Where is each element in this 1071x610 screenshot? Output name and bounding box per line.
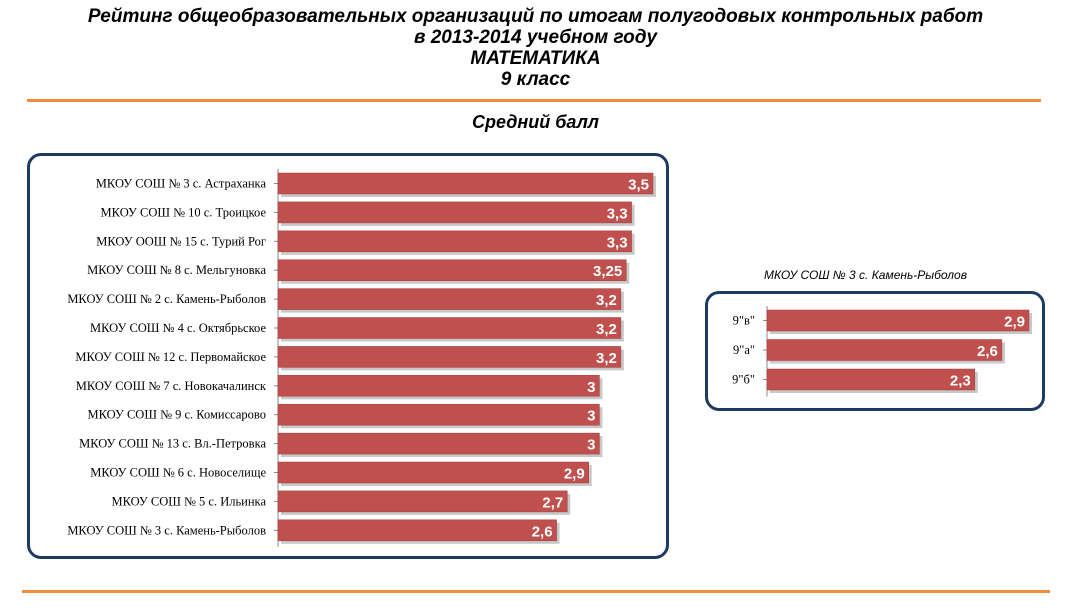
title-line-1: Рейтинг общеобразовательных организаций … xyxy=(87,6,984,27)
bar-row: МКОУ СОШ № 3 с. Астраханка 3,5 xyxy=(96,172,656,197)
bar-row: МКОУ СОШ № 6 с. Новоселище 2,9 xyxy=(90,461,592,486)
category-label: МКОУ СОШ № 3 с. Камень-Рыболов xyxy=(67,523,266,537)
main-chart-panel: МКОУ СОШ № 3 с. Астраханка 3,5 МКОУ СОШ № … xyxy=(27,153,669,559)
category-label: МКОУ СОШ № 9 с. Комиссарово xyxy=(88,408,266,422)
chart-subtitle: Средний балл xyxy=(472,112,599,132)
bar xyxy=(277,375,600,397)
bar-row: МКОУ СОШ № 7 с. Новокачалинск 3 xyxy=(76,375,603,400)
category-label: МКОУ ООШ № 15 с. Турий Рог xyxy=(96,234,266,248)
bar xyxy=(277,317,622,339)
bar-value-label: 3,2 xyxy=(596,350,617,367)
bar-value-label: 3,2 xyxy=(596,292,617,309)
side-chart-panel: 9"в" 2,9 9"а" 2,6 9"б" 2,3 xyxy=(705,291,1045,411)
title-line-2: в 2013-2014 учебном году xyxy=(413,27,658,48)
bar-value-label: 3 xyxy=(587,379,595,396)
category-label: МКОУ СОШ № 7 с. Новокачалинск xyxy=(76,379,267,393)
bar-row: МКОУ ООШ № 15 с. Турий Рог 3,3 xyxy=(96,230,635,255)
category-label: 9"б" xyxy=(732,373,755,387)
bar-row: МКОУ СОШ № 2 с. Камень-Рыболов 3,2 xyxy=(67,288,624,313)
bar-row: МКОУ СОШ № 4 с. Октябрьское 3,2 xyxy=(90,317,624,342)
bar-row: МКОУ СОШ № 10 с. Троицкое 3,3 xyxy=(101,201,635,226)
category-label: МКОУ СОШ № 2 с. Камень-Рыболов xyxy=(67,292,266,306)
bar-value-label: 2,9 xyxy=(1004,314,1025,331)
title-line-3: МАТЕМАТИКА xyxy=(470,48,601,69)
bar-row: МКОУ СОШ № 3 с. Камень-Рыболов 2,6 xyxy=(67,519,560,544)
top-divider xyxy=(27,99,1041,102)
bar-row: МКОУ СОШ № 8 с. Мельгуновка 3,25 xyxy=(87,259,630,284)
bar xyxy=(766,368,976,391)
bar xyxy=(277,172,654,195)
bar-row: 9"в" 2,9 xyxy=(733,309,1032,334)
bar xyxy=(766,309,1030,332)
category-label: МКОУ СОШ № 5 с. Ильинка xyxy=(111,494,266,508)
bar-value-label: 2,3 xyxy=(950,373,971,390)
bar-value-label: 2,7 xyxy=(542,494,563,511)
category-label: МКОУ СОШ № 3 с. Астраханка xyxy=(96,177,267,191)
bar-value-label: 3 xyxy=(587,437,595,454)
title-line-4: 9 класс xyxy=(500,69,571,90)
bar xyxy=(277,490,568,513)
side-bar-chart: 9"в" 2,9 9"а" 2,6 9"б" 2,3 xyxy=(732,306,1032,397)
side-chart-caption: МКОУ СОШ № 3 с. Камень-Рыболов xyxy=(764,268,967,282)
bar-value-label: 2,6 xyxy=(977,343,998,360)
bar xyxy=(277,461,589,484)
bar-value-label: 3 xyxy=(587,408,595,425)
bar xyxy=(277,288,622,310)
category-label: 9"в" xyxy=(733,314,755,328)
category-label: МКОУ СОШ № 8 с. Мельгуновка xyxy=(87,263,266,277)
chart-title: Рейтинг общеобразовательных организаций … xyxy=(0,6,1071,90)
bar-row: 9"а" 2,6 xyxy=(733,339,1005,364)
bar xyxy=(277,519,557,542)
bar-value-label: 2,6 xyxy=(532,523,553,540)
bar xyxy=(277,201,632,224)
bar-value-label: 3,3 xyxy=(607,205,628,222)
bar-row: 9"б" 2,3 xyxy=(732,368,978,393)
category-label: МКОУ СОШ № 6 с. Новоселище xyxy=(90,466,266,480)
category-label: МКОУ СОШ № 10 с. Троицкое xyxy=(101,205,267,219)
bar-row: МКОУ СОШ № 5 с. Ильинка 2,7 xyxy=(111,490,571,515)
bar-value-label: 2,9 xyxy=(564,466,585,483)
bar-value-label: 3,2 xyxy=(596,321,617,338)
bar xyxy=(277,259,627,281)
bar-row: МКОУ СОШ № 12 с. Первомайское 3,2 xyxy=(75,346,624,371)
category-label: 9"а" xyxy=(733,343,755,357)
category-label: МКОУ СОШ № 13 с. Вл.-Петровка xyxy=(79,437,266,451)
bar xyxy=(277,432,600,455)
bar xyxy=(277,346,622,368)
bar xyxy=(277,403,600,426)
category-label: МКОУ СОШ № 12 с. Первомайское xyxy=(75,350,266,364)
bar-value-label: 3,3 xyxy=(607,234,628,251)
bar-row: МКОУ СОШ № 9 с. Комиссарово 3 xyxy=(88,403,603,429)
bar-value-label: 3,25 xyxy=(593,263,622,280)
bottom-divider xyxy=(22,590,1050,593)
bar xyxy=(277,230,632,253)
bar-value-label: 3,5 xyxy=(628,177,649,194)
bar-row: МКОУ СОШ № 13 с. Вл.-Петровка 3 xyxy=(79,432,603,458)
bar xyxy=(766,339,1003,361)
category-label: МКОУ СОШ № 4 с. Октябрьское xyxy=(90,321,266,335)
